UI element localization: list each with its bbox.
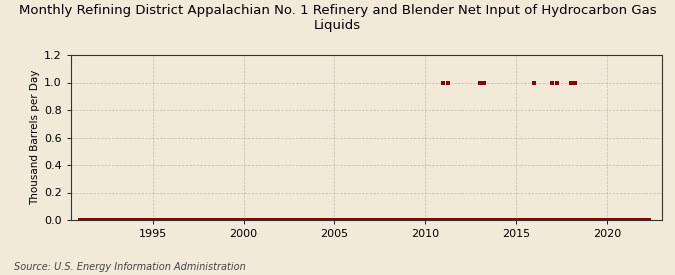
Y-axis label: Thousand Barrels per Day: Thousand Barrels per Day — [30, 70, 40, 205]
Text: Source: U.S. Energy Information Administration: Source: U.S. Energy Information Administ… — [14, 262, 245, 272]
Text: Monthly Refining District Appalachian No. 1 Refinery and Blender Net Input of Hy: Monthly Refining District Appalachian No… — [19, 4, 656, 32]
